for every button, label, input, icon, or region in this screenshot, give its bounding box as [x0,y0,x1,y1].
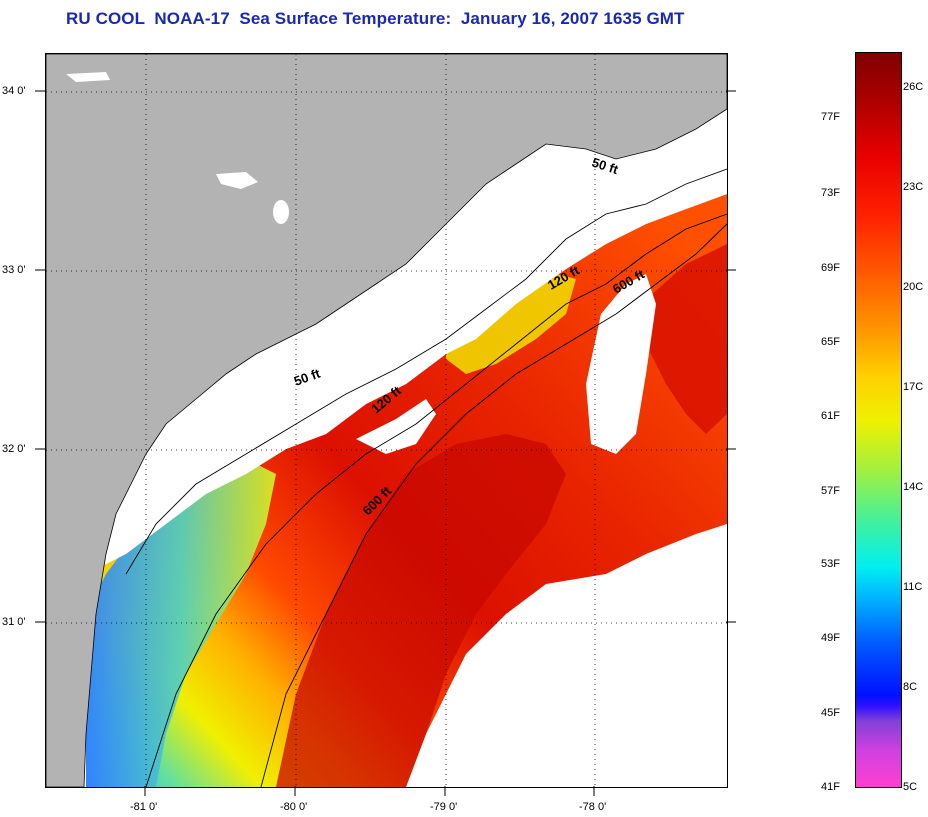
colorbar-label-23c: 23C [903,181,924,193]
latitude-label-34: 34 0' [2,85,26,97]
longitude-label-78: -78 0' [579,801,607,813]
inland-lake [273,200,289,224]
inland-reservoir [216,172,258,189]
sst-map-canvas: 50 ft 50 ft 120 ft 120 ft 600 ft 600 ft [46,54,727,787]
colorbar-label-69f: 69F [821,262,840,274]
graticule [46,54,727,787]
longitude-label-80: -80 0' [280,801,308,813]
latitude-label-31: 31 0' [2,616,26,628]
sst-offshore-band [641,244,727,434]
colorbar-label-20c: 20C [903,281,924,293]
nearshore-white [86,164,727,574]
map-title: RU COOL NOAA-17 Sea Surface Temperature:… [66,9,685,28]
colorbar-label-53f: 53F [821,558,840,570]
colorbar-label-17c: 17C [903,381,924,393]
contour-120ft [145,213,727,787]
colorbar-label-5c: 5C [903,781,918,793]
latitude-label-32: 32 0' [2,443,26,455]
colorbar-label-8c: 8C [903,681,918,693]
colorbar-label-41f: 41F [821,781,840,793]
no-data-gap-east [586,274,656,454]
colorbar-label-65f: 65F [821,336,840,348]
sst-yellow-patch [446,274,576,374]
colorbar-label-73f: 73F [821,187,840,199]
land [46,54,727,787]
temperature-colorbar [855,52,902,788]
longitude-label-81: -81 0' [130,801,158,813]
latitude-label-33: 33 0' [2,264,26,276]
colorbar-label-77f: 77F [821,111,840,123]
colorbar-label-26c: 26C [903,81,924,93]
colorbar-label-45f: 45F [821,707,840,719]
inland-lake-north [66,72,110,82]
sst-hot-core [276,434,566,787]
sst-map: 50 ft 50 ft 120 ft 120 ft 600 ft 600 ft [45,53,728,788]
no-data-gap-southeast [486,594,727,787]
colorbar-label-49f: 49F [821,632,840,644]
colorbar-label-61f: 61F [821,410,840,422]
no-data-gap-shelf [356,399,436,454]
contour-600ft [260,223,727,787]
colorbar-label-14c: 14C [903,481,924,493]
colorbar-label-57f: 57F [821,485,840,497]
longitude-label-79: -79 0' [430,801,458,813]
colorbar-label-11c: 11C [903,581,923,593]
